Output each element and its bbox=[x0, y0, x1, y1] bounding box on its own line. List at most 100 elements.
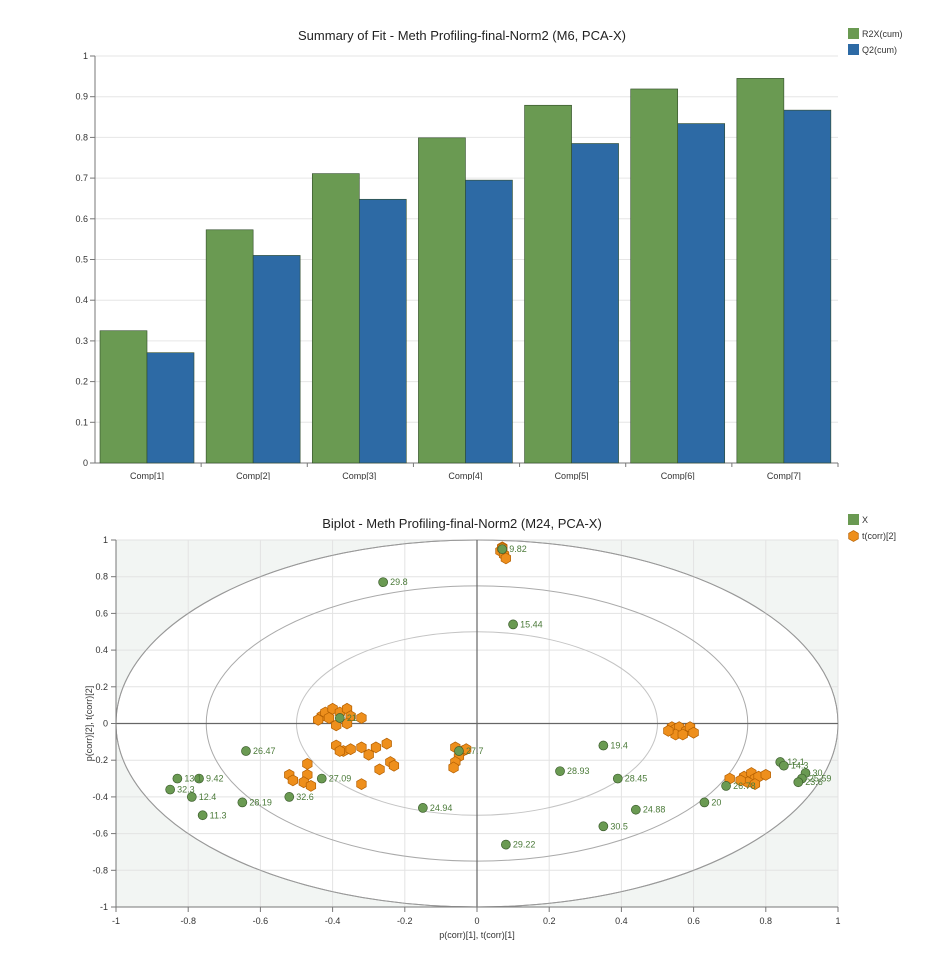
loading-label: 30 bbox=[813, 768, 823, 778]
loading-point bbox=[186, 792, 197, 802]
score-point bbox=[374, 763, 385, 776]
y-tick-label: 1 bbox=[103, 535, 108, 545]
loading-label: 32.6 bbox=[296, 792, 314, 802]
x-tick-label: -0.4 bbox=[325, 916, 341, 926]
loading-label: 14.3 bbox=[791, 761, 809, 771]
legend-swatch-x bbox=[848, 514, 859, 525]
loading-point bbox=[793, 777, 804, 788]
x-tick-label: -0.2 bbox=[397, 916, 413, 926]
loading-label: 26.47 bbox=[253, 746, 276, 756]
y-tick-label: 0 bbox=[103, 719, 108, 729]
bar-q2-3 bbox=[358, 198, 407, 464]
x-tick-label: 0 bbox=[474, 916, 479, 926]
loading-label: 24.94 bbox=[430, 803, 453, 813]
loading-label: 29.8 bbox=[390, 577, 408, 587]
score-point bbox=[448, 761, 459, 774]
loading-point bbox=[194, 773, 204, 784]
loading-label: 19.4 bbox=[610, 741, 628, 751]
y-tick-label: 0.3 bbox=[75, 336, 88, 346]
loading-point bbox=[334, 713, 345, 723]
y-axis-label: p(corr)[2], t(corr)[2] bbox=[84, 686, 94, 762]
loading-label: 9.82 bbox=[509, 544, 527, 554]
y-tick-label: 0.4 bbox=[75, 295, 88, 305]
loading-label: 11.3 bbox=[210, 810, 227, 820]
loading-label: 13.1 bbox=[184, 774, 202, 784]
y-tick-label: -0.8 bbox=[92, 865, 108, 875]
loading-label: 28.19 bbox=[249, 797, 272, 807]
x-tick-label: Comp[5] bbox=[555, 471, 589, 480]
loading-point bbox=[699, 797, 710, 808]
y-tick-label: 0.9 bbox=[75, 92, 88, 102]
score-point bbox=[363, 748, 374, 761]
loading-point bbox=[237, 797, 248, 808]
loading-point bbox=[508, 619, 518, 630]
loading-label: 24.88 bbox=[643, 805, 666, 815]
legend-swatch bbox=[848, 28, 859, 39]
score-point bbox=[381, 737, 392, 750]
score-point bbox=[356, 741, 367, 754]
loading-point bbox=[630, 804, 641, 815]
score-point bbox=[735, 774, 746, 787]
score-point bbox=[356, 778, 367, 791]
y-tick-label: 0.8 bbox=[75, 132, 88, 142]
loading-label: 32.3 bbox=[177, 785, 195, 795]
x-tick-label: 1 bbox=[835, 916, 840, 926]
score-point bbox=[287, 774, 299, 787]
bar-r2x-4 bbox=[418, 137, 466, 464]
loading-label: 25.59 bbox=[809, 774, 832, 784]
bar-r2x-5 bbox=[524, 104, 572, 464]
score-point bbox=[500, 552, 511, 565]
y-tick-label: 0.6 bbox=[75, 214, 88, 224]
bar-q2-6 bbox=[677, 123, 726, 464]
x-tick-label: Comp[6] bbox=[661, 471, 695, 480]
legend-swatch-tcorr bbox=[848, 530, 859, 542]
x-tick-label: -0.6 bbox=[253, 916, 269, 926]
loading-point bbox=[284, 792, 295, 802]
legend-label: R2X(cum) bbox=[862, 29, 903, 39]
loading-point bbox=[501, 839, 511, 850]
loading-label: 9.42 bbox=[206, 774, 224, 784]
loading-point bbox=[241, 746, 251, 756]
summary-of-fit-chart: Summary of Fit - Meth Profiling-final-No… bbox=[75, 28, 903, 480]
bar-q2-4 bbox=[465, 179, 513, 464]
score-point bbox=[760, 768, 771, 781]
y-tick-label: 0.1 bbox=[75, 417, 88, 427]
loading-point bbox=[598, 740, 609, 751]
bar-r2x-7 bbox=[736, 78, 785, 464]
loading-label: 27.09 bbox=[329, 774, 352, 784]
y-tick-label: -0.2 bbox=[92, 755, 108, 765]
x-tick-label: 0.6 bbox=[687, 916, 700, 926]
loading-label: 12.4 bbox=[199, 792, 217, 802]
loading-point bbox=[418, 803, 428, 813]
score-point bbox=[663, 724, 674, 737]
bar-r2x-3 bbox=[311, 173, 360, 464]
x-tick-label: Comp[3] bbox=[342, 471, 376, 480]
score-point bbox=[334, 745, 345, 757]
bar-r2x-2 bbox=[205, 229, 254, 464]
score-point bbox=[461, 743, 472, 756]
loading-point bbox=[721, 781, 731, 791]
loading-point bbox=[612, 773, 623, 784]
loading-point bbox=[454, 746, 464, 756]
loading-label: 23.6 bbox=[805, 777, 823, 787]
bar-r2x-6 bbox=[630, 88, 679, 464]
loading-label: 30.5 bbox=[610, 821, 628, 831]
chart-title: Summary of Fit - Meth Profiling-final-No… bbox=[298, 28, 626, 43]
y-tick-label: -1 bbox=[100, 902, 108, 912]
loading-label: 29.22 bbox=[513, 840, 536, 850]
loading-point bbox=[378, 577, 388, 588]
y-tick-label: 0 bbox=[83, 458, 88, 468]
bar-q2-5 bbox=[571, 143, 619, 464]
biplot-chart: Biplot - Meth Profiling-final-Norm2 (M24… bbox=[0, 490, 932, 955]
x-tick-label: -0.8 bbox=[180, 916, 196, 926]
bar-r2x-1 bbox=[99, 330, 148, 464]
loading-label: 12.1 bbox=[787, 757, 805, 767]
loading-label: 28.93 bbox=[567, 766, 590, 776]
score-point bbox=[388, 759, 400, 772]
loading-label: 26.78 bbox=[733, 781, 756, 791]
score-point bbox=[305, 779, 317, 792]
loading-point bbox=[778, 760, 789, 771]
x-tick-label: Comp[1] bbox=[130, 471, 164, 480]
y-tick-label: -0.6 bbox=[92, 829, 108, 839]
x-axis-label: p(corr)[1], t(corr)[1] bbox=[439, 930, 515, 940]
